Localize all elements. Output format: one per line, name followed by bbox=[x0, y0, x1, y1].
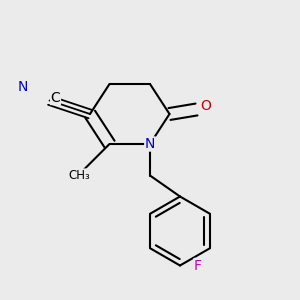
Text: N: N bbox=[17, 80, 28, 94]
Text: CH₃: CH₃ bbox=[69, 169, 90, 182]
Text: C: C bbox=[51, 91, 60, 104]
Text: F: F bbox=[194, 259, 202, 272]
Text: N: N bbox=[145, 137, 155, 151]
Text: O: O bbox=[200, 100, 211, 113]
